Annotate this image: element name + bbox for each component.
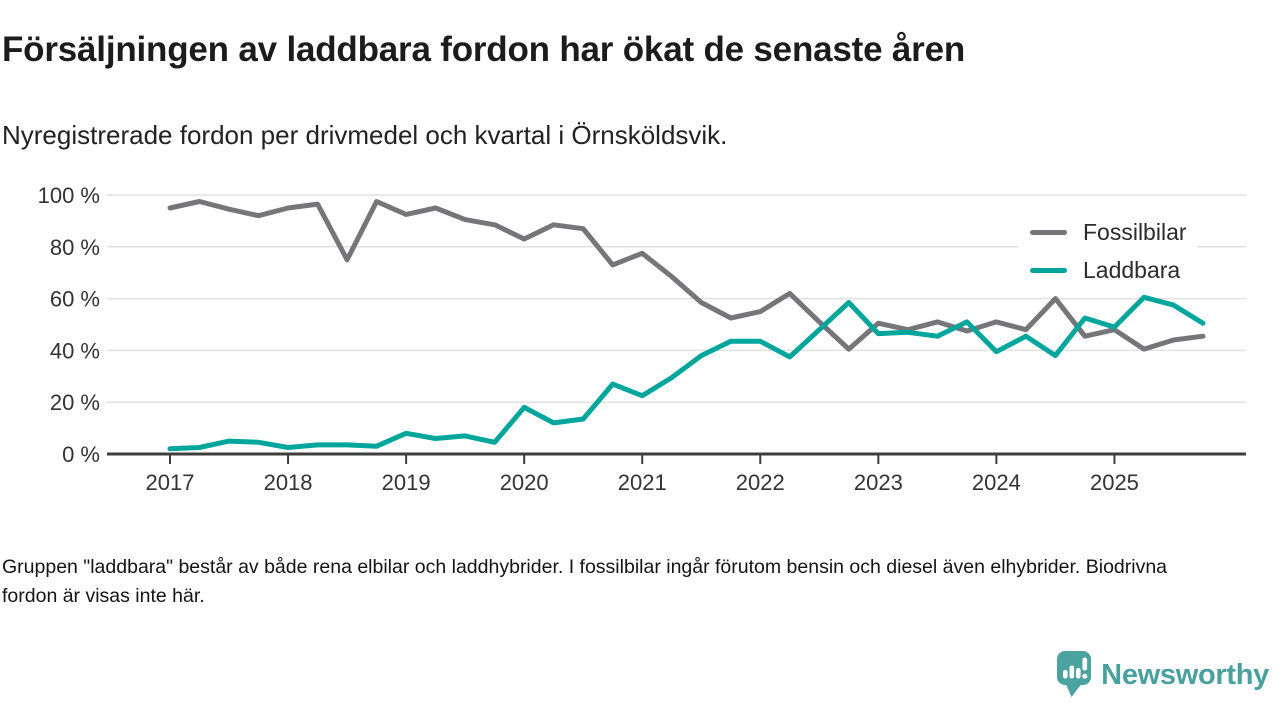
y-axis-tick-label: 60 %: [50, 287, 100, 312]
legend-item-laddbara: Laddbara: [1030, 251, 1187, 289]
y-axis-tick-label: 40 %: [50, 338, 100, 363]
chart-footnote: Gruppen "laddbara" består av både rena e…: [2, 556, 1168, 607]
series-line-fossilbilar: [167, 199, 1206, 352]
newsworthy-logo: Newsworthy: [1057, 651, 1269, 699]
y-axis-tick-label: 80 %: [50, 235, 100, 260]
chart-svg: 0 % 20 % 40 % 60 % 80 % 100 % 2017 2018 2019 2020…: [38, 183, 1246, 495]
x-axis-tick-label: 2022: [736, 470, 785, 495]
y-axis-tick-label: 20 %: [50, 390, 100, 415]
x-axis-tick-label: 2017: [146, 470, 195, 495]
series-line-laddbara: [167, 294, 1206, 452]
legend-label-laddbara: Laddbara: [1083, 256, 1181, 283]
x-axis-tick-label: 2020: [500, 470, 549, 495]
legend-label-fossilbilar: Fossilbilar: [1083, 218, 1187, 245]
legend: Fossilbilar Laddbara: [1018, 210, 1197, 292]
newsworthy-logo-icon: [1057, 651, 1092, 697]
x-axis-tick-label: 2023: [854, 470, 903, 495]
x-axis-tick-label: 2025: [1090, 470, 1139, 495]
x-axis-tick-label: 2018: [264, 470, 313, 495]
y-axis-tick-label: 0 %: [62, 442, 100, 467]
newsworthy-logo-text: Newsworthy: [1101, 658, 1269, 691]
page-subtitle: Nyregistrerade fordon per drivmedel och …: [2, 120, 728, 150]
x-axis-tick-label: 2024: [972, 470, 1021, 495]
legend-item-fossilbilar: Fossilbilar: [1030, 213, 1187, 251]
legend-swatch-fossilbilar: [1030, 229, 1067, 235]
page-title: Försäljningen av laddbara fordon har öka…: [2, 30, 966, 69]
legend-swatch-laddbara: [1030, 267, 1067, 273]
y-axis-tick-label: 100 %: [38, 183, 100, 208]
x-axis-tick-label: 2019: [382, 470, 431, 495]
x-axis-tick-label: 2021: [618, 470, 667, 495]
